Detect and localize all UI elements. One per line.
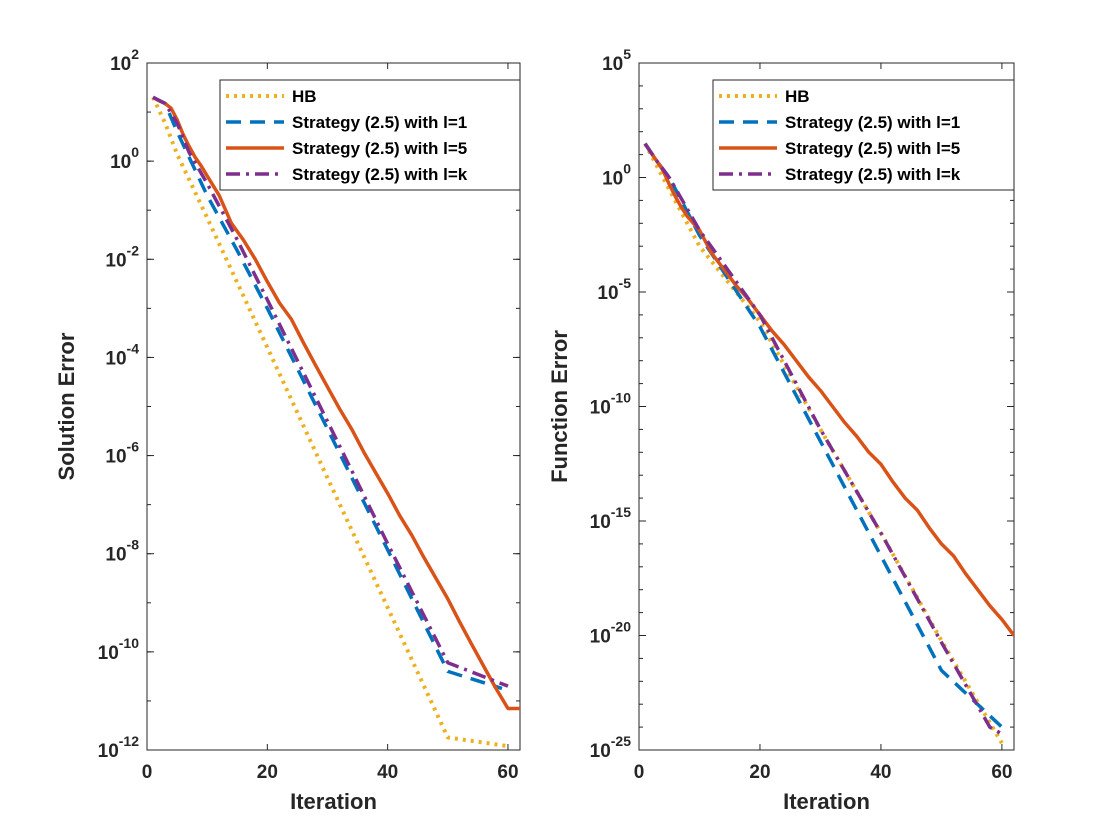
left-ytick-label: 10-2 [105,242,139,271]
right-series-group [643,142,1014,745]
right-x-axis-label: Iteration [783,789,870,814]
right-ytick-label: 10-25 [590,733,632,762]
left-subplot: 0 20 40 60 10-12 10-10 10-8 10-6 10-4 10-2 100 102 I… [54,46,521,814]
right-ytick-label: 10-5 [597,275,631,304]
left-ytick-label: 10-12 [98,733,140,762]
right-series-line-2 [643,142,1014,637]
left-xtick-label: 60 [497,762,518,783]
right-xtick-label: 20 [749,762,770,783]
right-xtick-label: 0 [634,762,645,783]
right-ytick-label: 105 [602,46,631,75]
right-series-line-0 [643,142,1004,745]
right-ytick-label: 100 [602,161,631,190]
right-series-line-3 [643,142,1003,736]
left-legend-label-1: Strategy (2.5) with l=1 [292,113,467,132]
left-legend-label-3: Strategy (2.5) with l=k [292,165,468,184]
left-legend-label-2: Strategy (2.5) with l=5 [292,139,467,158]
left-y-axis-label: Solution Error [54,332,79,480]
left-ytick-label: 102 [110,46,139,75]
right-ytick-label: 10-10 [590,390,632,419]
left-legend-label-0: HB [292,87,317,106]
left-ytick-label: 10-6 [105,439,139,468]
left-ytick-label: 10-8 [105,537,139,566]
left-series-group [151,95,520,749]
right-ytick-label: 10-20 [590,619,632,648]
right-ytick-label: 10-15 [590,504,632,533]
right-legend-label-1: Strategy (2.5) with l=1 [785,113,960,132]
right-xtick-label: 60 [991,762,1012,783]
left-series-line-0 [151,96,509,749]
right-legend-box [712,79,1015,191]
left-x-axis-label: Iteration [290,789,377,814]
right-legend-label-3: Strategy (2.5) with l=k [785,165,961,184]
right-xtick-label: 40 [870,762,891,783]
left-series-line-1 [152,95,503,691]
left-xtick-label: 40 [377,762,398,783]
left-legend-box [219,79,521,191]
right-subplot: 0 20 40 60 10-25 10-20 10-15 10-10 10-5 100 105 Ite… [547,46,1015,814]
right-legend-label-0: HB [785,87,810,106]
right-legend-label-2: Strategy (2.5) with l=5 [785,139,960,158]
left-ytick-label: 10-4 [105,340,139,369]
right-y-axis-label: Function Error [547,330,572,483]
left-series-line-3 [152,95,509,688]
left-xtick-label: 0 [142,762,153,783]
right-legend: HB Strategy (2.5) with l=1 Strategy (2.5) … [712,79,1015,191]
left-ytick-label: 100 [110,144,139,173]
left-ytick-label: 10-10 [98,635,140,664]
left-series-line-2 [152,95,520,711]
left-xtick-label: 20 [257,762,278,783]
left-legend: HB Strategy (2.5) with l=1 Strategy (2.5) … [219,79,521,191]
